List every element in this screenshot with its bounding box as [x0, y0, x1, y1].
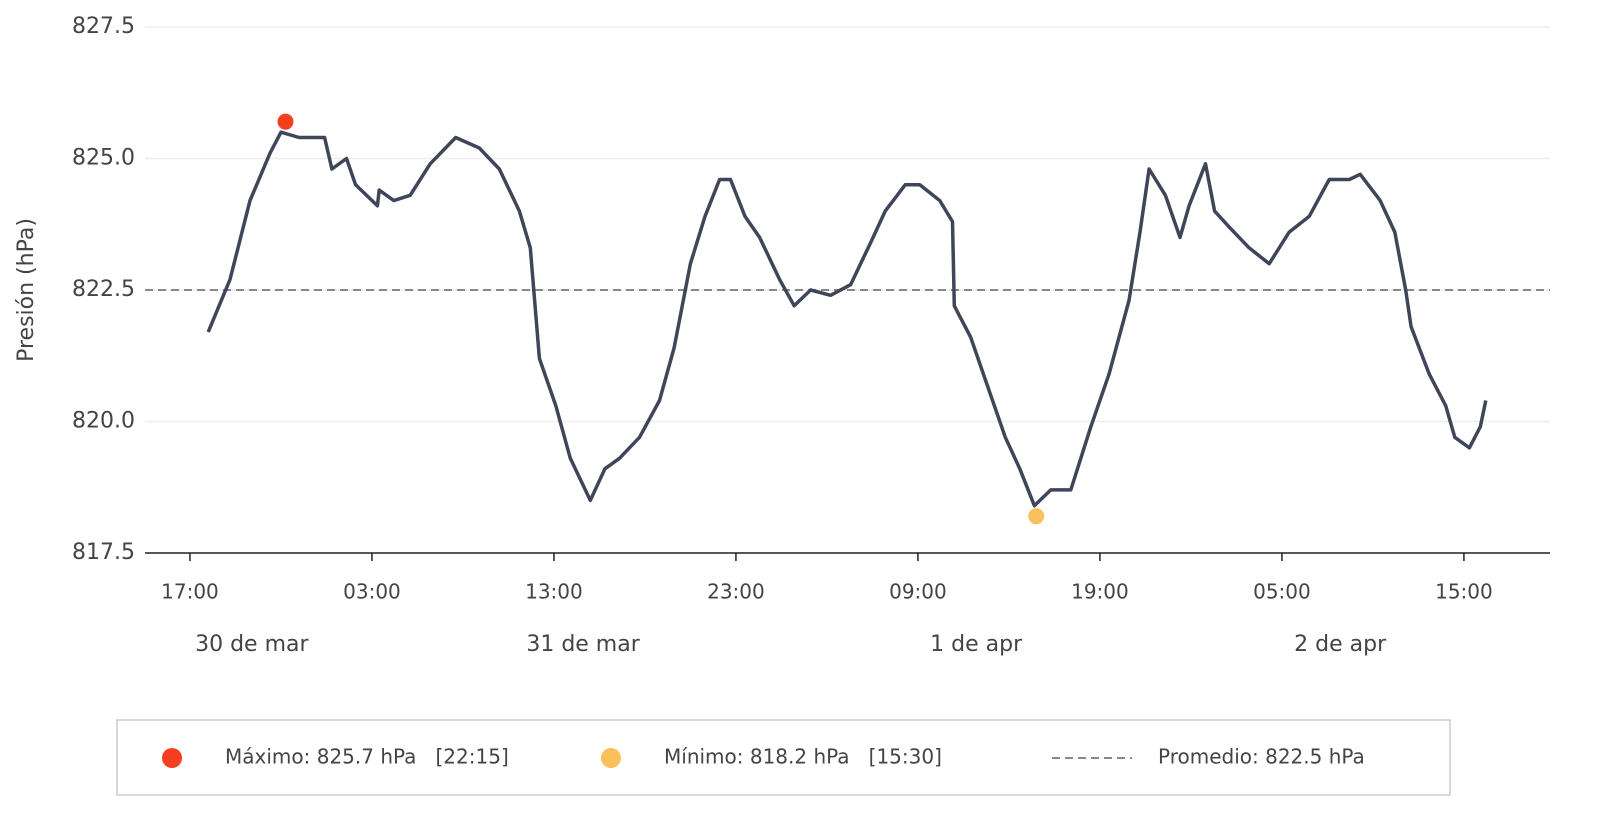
day-label: 1 de apr	[930, 632, 1023, 657]
y-tick-label: 825.0	[72, 146, 135, 171]
y-tick-label: 817.5	[72, 540, 135, 565]
legend-min-marker	[601, 748, 621, 768]
legend-min-label: Mínimo: 818.2 hPa [15:30]	[664, 745, 942, 769]
x-tick-label: 13:00	[525, 580, 583, 604]
max-marker	[277, 113, 294, 130]
x-tick-label: 19:00	[1071, 580, 1129, 604]
legend-box	[116, 719, 1451, 796]
legend-mean-label: Promedio: 822.5 hPa	[1158, 745, 1365, 769]
y-tick-label: 820.0	[72, 409, 135, 434]
min-marker	[1028, 508, 1045, 525]
y-tick-label: 822.5	[72, 277, 135, 302]
x-tick-label: 17:00	[161, 580, 219, 604]
y-axis-label: Presión (hPa)	[14, 218, 39, 362]
pressure-line	[206, 130, 1488, 508]
x-tick-label: 03:00	[343, 580, 401, 604]
day-label: 30 de mar	[195, 632, 309, 657]
x-tick-label: 05:00	[1253, 580, 1311, 604]
x-tick-label: 09:00	[889, 580, 947, 604]
x-tick-label: 23:00	[707, 580, 765, 604]
x-tick-label: 15:00	[1435, 580, 1493, 604]
legend-max-label: Máximo: 825.7 hPa [22:15]	[225, 745, 509, 769]
legend-max-marker	[162, 748, 182, 768]
y-tick-label: 827.5	[72, 14, 135, 39]
day-label: 31 de mar	[526, 632, 640, 657]
day-label: 2 de apr	[1294, 632, 1387, 657]
